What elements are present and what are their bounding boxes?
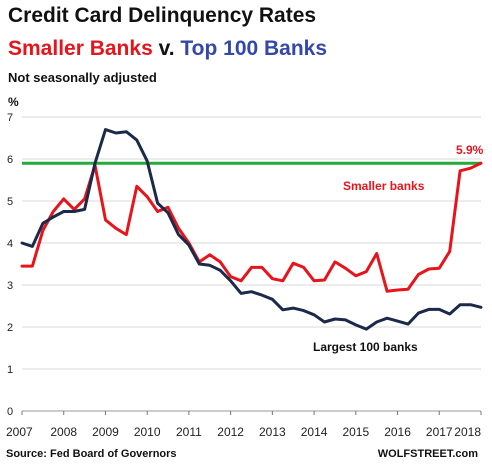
y-tick-label: 5: [7, 196, 13, 208]
x-tick-label: 2018: [454, 425, 481, 439]
brand-label: WOLFSTREET.com: [377, 448, 478, 460]
x-tick-label: 2015: [342, 425, 369, 439]
x-tick-label: 2009: [92, 425, 119, 439]
source-note: Source: Fed Board of Governors: [6, 448, 177, 460]
y-tick-label: 6: [7, 154, 13, 166]
y-tick-label: 4: [7, 238, 13, 250]
subtitle-smaller-banks: Smaller Banks: [8, 37, 153, 60]
adjustment-note: Not seasonally adjusted: [8, 70, 157, 85]
smaller-banks-label: Smaller banks: [343, 179, 425, 193]
y-tick-label: 3: [7, 280, 13, 292]
subtitle-versus: v.: [152, 37, 181, 60]
subtitle-top-banks: Top 100 Banks: [180, 37, 328, 60]
smaller-banks-line: [20, 161, 483, 293]
chart-title: Credit Card Delinquency Rates: [8, 4, 317, 27]
x-tick-label: 2008: [50, 425, 77, 439]
x-tick-label: 2011: [176, 425, 202, 439]
y-axis-label: %: [8, 95, 19, 109]
reference-value-label: 5.9%: [456, 143, 484, 157]
largest-banks-line: [20, 128, 483, 331]
x-tick-label: 2010: [134, 425, 161, 439]
x-tick-label: 2016: [384, 425, 411, 439]
largest-banks-label: Largest 100 banks: [313, 340, 418, 354]
y-tick-label: 2: [7, 322, 13, 334]
y-tick-label: 1: [7, 364, 13, 376]
x-tick-label: 2007: [6, 425, 33, 439]
x-tick-label: 2014: [301, 425, 328, 439]
x-tick-label: 2012: [217, 425, 244, 439]
chart-subtitle: Smaller Banks v. Top 100 Banks: [8, 37, 327, 61]
x-tick-label: 2017: [426, 425, 453, 439]
x-tick-label: 2013: [259, 425, 286, 439]
y-tick-label: 7: [7, 112, 13, 124]
y-tick-label: 0: [7, 406, 13, 418]
